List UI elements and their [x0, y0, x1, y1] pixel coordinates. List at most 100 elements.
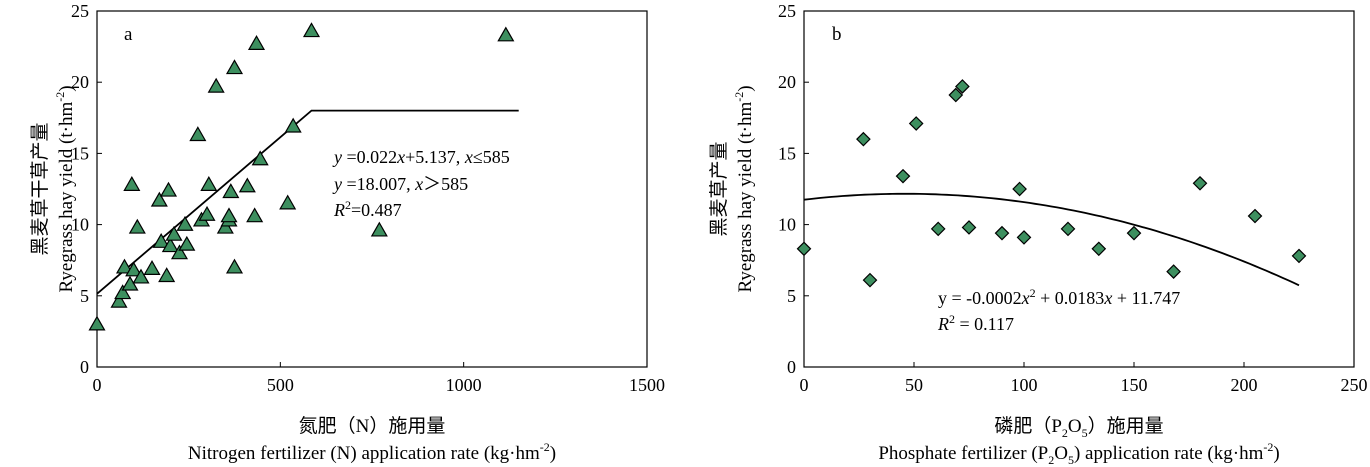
y-tick-label: 10 — [71, 215, 89, 235]
data-point-diamond — [1126, 225, 1142, 241]
data-point-diamond — [862, 272, 878, 288]
data-point-diamond — [1016, 230, 1032, 245]
x-tick-label: 1000 — [446, 375, 482, 395]
data-point-triangle — [128, 218, 146, 234]
data-point-triangle — [165, 225, 183, 241]
data-point-diamond — [1247, 208, 1263, 224]
y-tick-label: 0 — [787, 357, 796, 377]
data-point-triangle — [225, 59, 244, 75]
y-tick-label: 5 — [80, 286, 89, 306]
data-point-triangle — [114, 284, 132, 300]
panel-a-y-axis: 0 5 10 15 20 25 — [71, 1, 102, 377]
data-point-diamond — [908, 116, 924, 131]
x-tick-label: 50 — [905, 375, 923, 395]
panel-b-phosphate: 0 5 10 15 20 25 0 50 100 150 200 250 b y = -0.0002… — [708, 1, 1368, 467]
data-point-triangle — [88, 315, 106, 331]
panel-b-x-axis: 0 50 100 150 200 250 — [800, 362, 1368, 395]
data-point-triangle — [150, 191, 168, 207]
panel-b-label: b — [832, 24, 842, 45]
data-point-diamond — [1166, 264, 1181, 279]
y-tick-label: 20 — [71, 72, 89, 92]
panel-a-plot-frame — [96, 10, 648, 368]
data-point-triangle — [152, 232, 170, 248]
panel-a-x-label-en: Nitrogen fertilizer (N) application rate… — [188, 440, 556, 464]
data-point-triangle — [279, 194, 297, 210]
y-tick-label: 25 — [778, 1, 796, 21]
data-point-triangle — [220, 207, 238, 223]
data-point-diamond — [895, 168, 911, 184]
data-point-triangle — [198, 205, 216, 221]
data-point-triangle — [302, 22, 321, 38]
data-point-triangle — [207, 77, 225, 93]
y-tick-label: 15 — [778, 143, 796, 163]
x-tick-label: 150 — [1121, 375, 1148, 395]
y-tick-label: 10 — [778, 215, 796, 235]
data-point-triangle — [370, 221, 388, 237]
y-tick-label: 15 — [71, 143, 89, 163]
data-point-triangle — [110, 292, 128, 308]
data-point-diamond — [1012, 181, 1027, 197]
data-point-triangle — [246, 207, 264, 223]
x-tick-label: 250 — [1341, 375, 1368, 395]
panel-a-equation-1: y =0.022x+5.137, x≤585 — [332, 147, 510, 167]
panel-b-y-label-en: Ryegrass hay yield (t·hm-2) — [732, 85, 756, 292]
data-point-triangle — [161, 237, 179, 253]
y-tick-label: 20 — [778, 72, 796, 92]
data-point-triangle — [143, 260, 161, 275]
panel-a-x-axis: 0 500 1000 1500 — [93, 362, 665, 395]
panel-b-fit-curve — [803, 192, 1300, 287]
panel-b-y-label-cn: 黑麦草产量 — [708, 141, 730, 236]
x-tick-label: 500 — [267, 375, 294, 395]
data-point-diamond — [856, 131, 871, 147]
panel-b-x-label-en: Phosphate fertilizer (P2O5) application … — [878, 440, 1279, 467]
data-point-triangle — [123, 176, 141, 191]
data-point-triangle — [115, 258, 134, 274]
data-point-triangle — [247, 35, 266, 50]
y-tick-label: 25 — [71, 1, 89, 21]
data-point-diamond — [961, 220, 977, 235]
data-point-triangle — [497, 26, 515, 42]
y-tick-label: 0 — [80, 357, 89, 377]
x-tick-label: 100 — [1011, 375, 1038, 395]
panel-a-data-points — [88, 22, 515, 331]
panel-a-r-squared: R2=0.487 — [333, 198, 402, 220]
x-tick-label: 200 — [1231, 375, 1258, 395]
panel-a-fit-line — [96, 109, 519, 295]
panel-a-y-label-en: Ryegrass hay yield (t·hm-2) — [53, 85, 77, 292]
data-point-triangle — [284, 117, 302, 133]
data-point-diamond — [994, 225, 1010, 241]
data-point-triangle — [251, 150, 269, 166]
data-point-triangle — [178, 235, 196, 251]
data-point-triangle — [132, 268, 150, 284]
data-point-triangle — [158, 267, 176, 283]
panel-b-r-squared: R2 = 0.117 — [937, 312, 1014, 334]
data-point-triangle — [125, 261, 143, 277]
data-point-triangle — [200, 176, 218, 191]
data-point-triangle — [225, 258, 244, 274]
data-point-diamond — [1091, 241, 1107, 257]
data-point-diamond — [1060, 221, 1076, 237]
panel-a-label: a — [124, 24, 133, 45]
panel-a-equation-2: y =18.007, x＞585 — [332, 174, 468, 194]
panel-a-y-label-cn: 黑麦草干草产量 — [29, 122, 51, 255]
data-point-triangle — [222, 183, 240, 199]
data-point-triangle — [159, 181, 178, 197]
panel-b-plot-frame — [803, 10, 1355, 368]
data-point-triangle — [170, 244, 189, 260]
y-tick-label: 5 — [787, 286, 796, 306]
data-point-triangle — [238, 177, 256, 193]
data-point-diamond — [948, 87, 964, 103]
panel-b-y-axis: 0 5 10 15 20 25 — [778, 1, 809, 377]
panel-b-x-label-cn: 磷肥（P2O5）施用量 — [994, 415, 1163, 440]
data-point-triangle — [189, 126, 207, 142]
data-point-diamond — [1192, 175, 1208, 191]
data-point-diamond — [930, 221, 946, 237]
panel-b-data-points — [796, 79, 1307, 288]
panel-a-nitrogen: 0 5 10 15 20 25 0 500 1000 1500 a y =0.022x+5.13… — [29, 1, 665, 464]
data-point-diamond — [955, 79, 970, 94]
data-point-triangle — [176, 215, 194, 231]
data-point-diamond — [1291, 248, 1307, 264]
panel-b-equation: y = -0.0002x2 + 0.0183x + 11.747 — [938, 286, 1180, 308]
x-tick-label: 0 — [800, 375, 809, 395]
